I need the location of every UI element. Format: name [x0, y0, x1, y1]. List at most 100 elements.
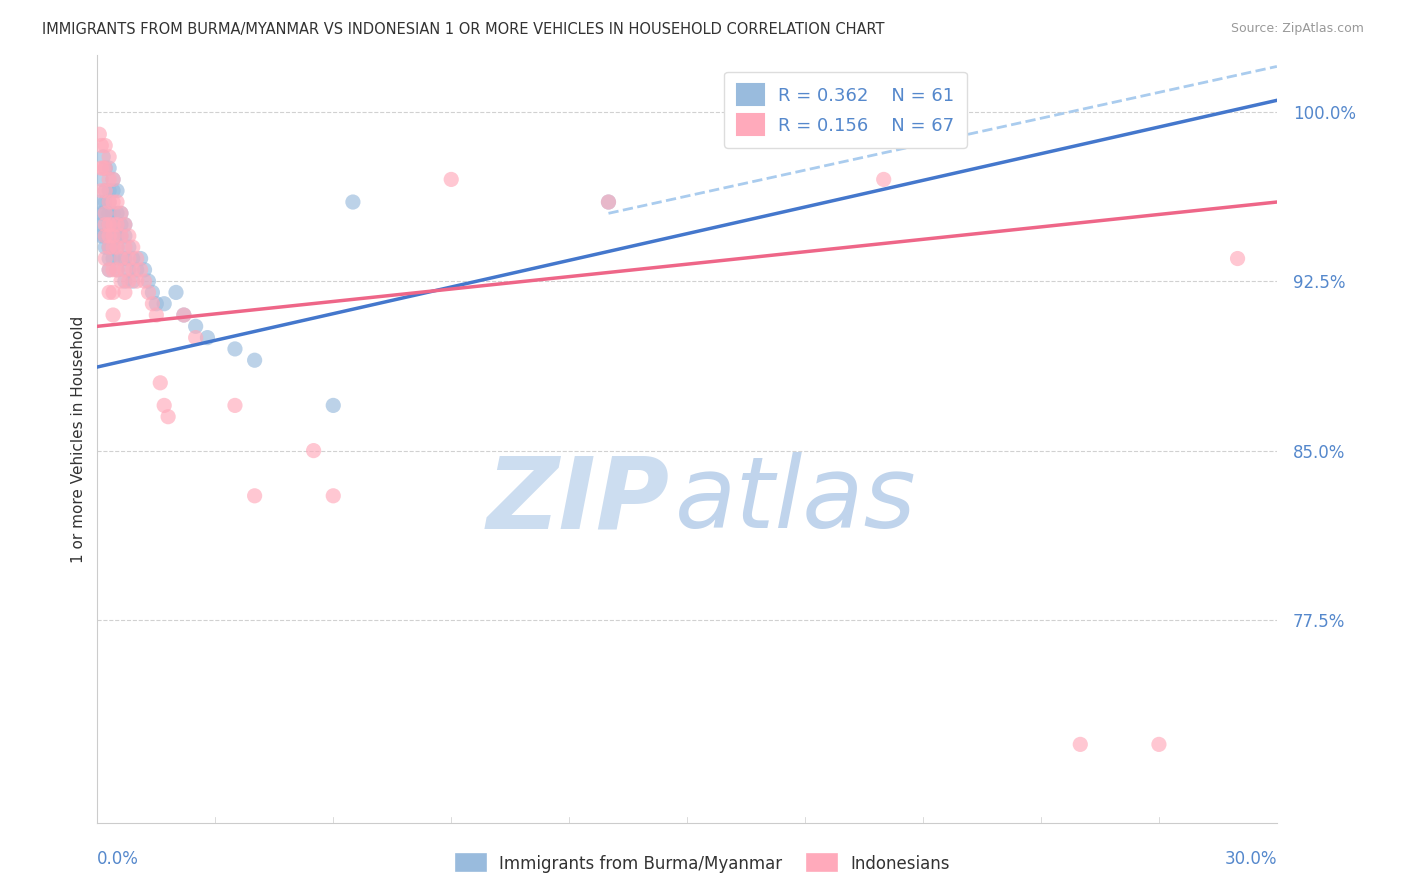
Point	[98, 285, 121, 300]
Point	[184, 330, 207, 344]
Point	[134, 262, 156, 277]
Point	[114, 252, 136, 266]
Text: Source: ZipAtlas.com: Source: ZipAtlas.com	[1230, 22, 1364, 36]
Point	[98, 172, 121, 186]
Point	[98, 262, 121, 277]
Point	[105, 240, 128, 254]
Point	[105, 218, 128, 232]
Point	[224, 342, 246, 356]
Point	[94, 184, 117, 198]
Point	[101, 172, 124, 186]
Point	[94, 161, 117, 175]
Point	[94, 228, 117, 243]
Point	[90, 228, 112, 243]
Point	[101, 262, 124, 277]
Point	[101, 285, 124, 300]
Point	[153, 398, 176, 412]
Point	[101, 218, 124, 232]
Point	[101, 218, 124, 232]
Point	[98, 184, 121, 198]
Point	[110, 274, 132, 288]
Point	[125, 274, 148, 288]
Point	[101, 240, 124, 254]
Point	[105, 184, 128, 198]
Y-axis label: 1 or more Vehicles in Household: 1 or more Vehicles in Household	[72, 316, 86, 563]
Text: atlas: atlas	[675, 452, 917, 549]
Point	[101, 228, 124, 243]
Point	[101, 252, 124, 266]
Point	[197, 330, 219, 344]
Point	[125, 262, 148, 277]
Point	[98, 262, 121, 277]
Point	[91, 161, 114, 175]
Point	[87, 218, 110, 232]
Point	[118, 262, 141, 277]
Point	[105, 194, 128, 209]
Point	[1226, 252, 1249, 266]
Point	[94, 240, 117, 254]
Point	[243, 489, 266, 503]
Point	[141, 296, 163, 310]
Point	[302, 443, 325, 458]
Point	[145, 308, 167, 322]
Point	[157, 409, 180, 424]
Point	[105, 206, 128, 220]
Point	[91, 150, 114, 164]
Point	[105, 262, 128, 277]
Point	[145, 296, 167, 310]
Point	[1069, 738, 1091, 752]
Point	[118, 274, 141, 288]
Text: 0.0%: 0.0%	[97, 850, 139, 868]
Text: ZIP: ZIP	[486, 452, 669, 549]
Point	[98, 206, 121, 220]
Point	[90, 184, 112, 198]
Point	[149, 376, 172, 390]
Point	[101, 172, 124, 186]
Legend: R = 0.362    N = 61, R = 0.156    N = 67: R = 0.362 N = 61, R = 0.156 N = 67	[724, 72, 967, 148]
Point	[243, 353, 266, 368]
Point	[101, 240, 124, 254]
Point	[114, 262, 136, 277]
Point	[118, 240, 141, 254]
Point	[114, 218, 136, 232]
Point	[90, 206, 112, 220]
Point	[873, 172, 896, 186]
Point	[105, 218, 128, 232]
Point	[114, 240, 136, 254]
Point	[322, 489, 344, 503]
Point	[94, 206, 117, 220]
Point	[94, 228, 117, 243]
Point	[98, 240, 121, 254]
Point	[138, 285, 160, 300]
Point	[110, 206, 132, 220]
Point	[173, 308, 195, 322]
Point	[114, 285, 136, 300]
Point	[101, 194, 124, 209]
Point	[141, 285, 163, 300]
Point	[110, 206, 132, 220]
Point	[125, 252, 148, 266]
Point	[98, 228, 121, 243]
Point	[114, 274, 136, 288]
Point	[322, 398, 344, 412]
Point	[105, 262, 128, 277]
Point	[94, 206, 117, 220]
Point	[110, 228, 132, 243]
Point	[89, 218, 111, 232]
Point	[94, 252, 117, 266]
Point	[129, 252, 152, 266]
Point	[598, 194, 620, 209]
Point	[114, 228, 136, 243]
Point	[98, 161, 121, 175]
Point	[98, 252, 121, 266]
Point	[94, 161, 117, 175]
Text: IMMIGRANTS FROM BURMA/MYANMAR VS INDONESIAN 1 OR MORE VEHICLES IN HOUSEHOLD CORR: IMMIGRANTS FROM BURMA/MYANMAR VS INDONES…	[42, 22, 884, 37]
Point	[118, 252, 141, 266]
Legend: Immigrants from Burma/Myanmar, Indonesians: Immigrants from Burma/Myanmar, Indonesia…	[449, 847, 957, 880]
Point	[110, 252, 132, 266]
Point	[98, 218, 121, 232]
Point	[110, 252, 132, 266]
Point	[101, 228, 124, 243]
Point	[121, 252, 143, 266]
Point	[94, 194, 117, 209]
